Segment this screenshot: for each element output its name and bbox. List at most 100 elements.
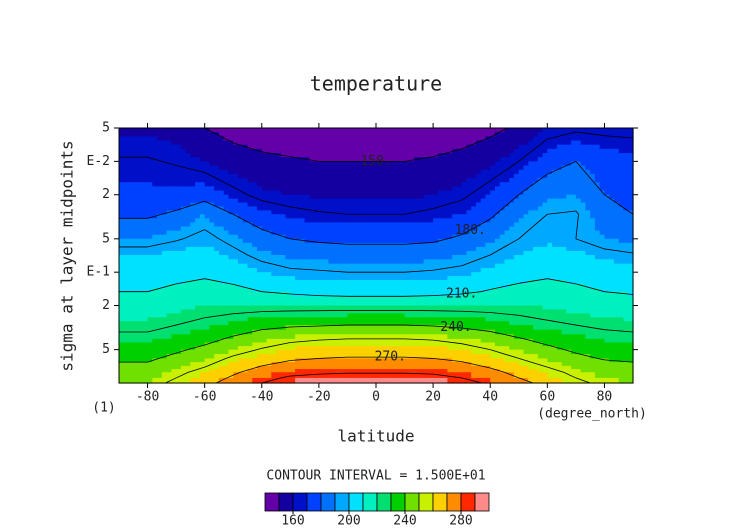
field-cell — [623, 157, 629, 162]
field-cell — [176, 242, 182, 248]
field-cell — [290, 148, 296, 154]
field-cell — [161, 186, 168, 192]
field-cell — [504, 226, 510, 232]
field-cell — [409, 267, 415, 273]
field-cell — [376, 242, 382, 248]
field-cell — [147, 194, 153, 200]
field-cell — [333, 230, 339, 236]
field-cell — [218, 140, 225, 146]
field-cell — [304, 296, 310, 302]
field-cell — [304, 263, 310, 269]
field-cell — [257, 214, 263, 219]
field-cell — [561, 157, 567, 162]
field-cell — [356, 165, 363, 171]
field-cell — [604, 230, 610, 236]
field-cell — [223, 259, 230, 265]
field-cell — [209, 279, 215, 285]
field-cell — [423, 226, 429, 232]
field-cell — [157, 132, 163, 137]
field-cell — [480, 190, 487, 196]
field-cell — [380, 230, 387, 236]
field-cell — [333, 157, 339, 162]
field-cell — [623, 222, 629, 228]
field-cell — [604, 169, 610, 175]
field-cell — [575, 222, 582, 228]
field-cell — [138, 283, 144, 289]
field-cell — [390, 300, 396, 307]
field-cell — [252, 246, 258, 252]
field-cell — [466, 250, 472, 256]
field-cell — [376, 173, 382, 179]
field-cell — [456, 153, 463, 158]
field-cell — [237, 230, 244, 236]
field-cell — [199, 194, 206, 200]
field-cell — [152, 161, 158, 167]
field-cell — [223, 291, 230, 297]
field-cell — [337, 230, 344, 236]
field-cell — [452, 186, 458, 192]
field-cell — [628, 226, 634, 232]
field-cell — [599, 169, 606, 175]
field-cell — [404, 222, 410, 228]
field-cell — [328, 238, 334, 244]
field-cell — [342, 296, 349, 302]
field-cell — [237, 182, 244, 187]
field-cell — [599, 250, 606, 256]
field-cell — [195, 169, 201, 175]
field-cell — [190, 178, 196, 183]
field-cell — [276, 190, 282, 196]
field-cell — [399, 226, 406, 232]
field-cell — [142, 210, 149, 215]
field-cell — [371, 317, 377, 322]
field-cell — [628, 267, 634, 273]
field-cell — [609, 140, 615, 146]
field-cell — [223, 178, 230, 183]
field-cell — [475, 153, 482, 158]
field-cell — [428, 276, 434, 281]
field-cell — [542, 132, 548, 137]
field-cell — [494, 132, 501, 137]
field-cell — [414, 132, 420, 137]
field-cell — [471, 214, 477, 219]
field-cell — [142, 255, 149, 260]
field-cell — [571, 144, 577, 150]
field-cell — [490, 157, 496, 162]
field-cell — [195, 309, 201, 314]
field-cell — [180, 267, 187, 273]
field-cell — [119, 165, 125, 171]
field-cell — [428, 210, 434, 215]
field-cell — [271, 222, 277, 228]
field-cell — [414, 305, 420, 311]
field-cell — [356, 234, 363, 240]
field-cell — [352, 317, 358, 322]
field-cell — [333, 198, 339, 204]
field-cell — [585, 283, 591, 289]
field-cell — [523, 300, 529, 307]
field-cell — [571, 190, 577, 196]
field-cell — [190, 210, 196, 215]
field-cell — [518, 218, 525, 224]
field-cell — [442, 250, 448, 256]
field-cell — [475, 144, 482, 150]
field-cell — [599, 272, 606, 277]
field-cell — [518, 169, 525, 175]
field-cell — [123, 173, 130, 179]
field-cell — [342, 234, 349, 240]
field-cell — [542, 259, 548, 265]
field-cell — [128, 317, 134, 322]
field-cell — [266, 272, 272, 277]
field-cell — [228, 313, 234, 318]
field-cell — [580, 148, 587, 154]
field-cell — [138, 272, 144, 277]
field-cell — [233, 230, 239, 236]
field-cell — [628, 230, 634, 236]
field-cell — [542, 206, 548, 211]
field-cell — [299, 305, 306, 311]
field-cell — [214, 250, 220, 256]
field-cell — [323, 287, 330, 293]
field-cell — [399, 296, 406, 302]
field-cell — [123, 186, 130, 192]
field-cell — [252, 267, 258, 273]
field-cell — [556, 234, 563, 240]
field-cell — [385, 218, 391, 224]
